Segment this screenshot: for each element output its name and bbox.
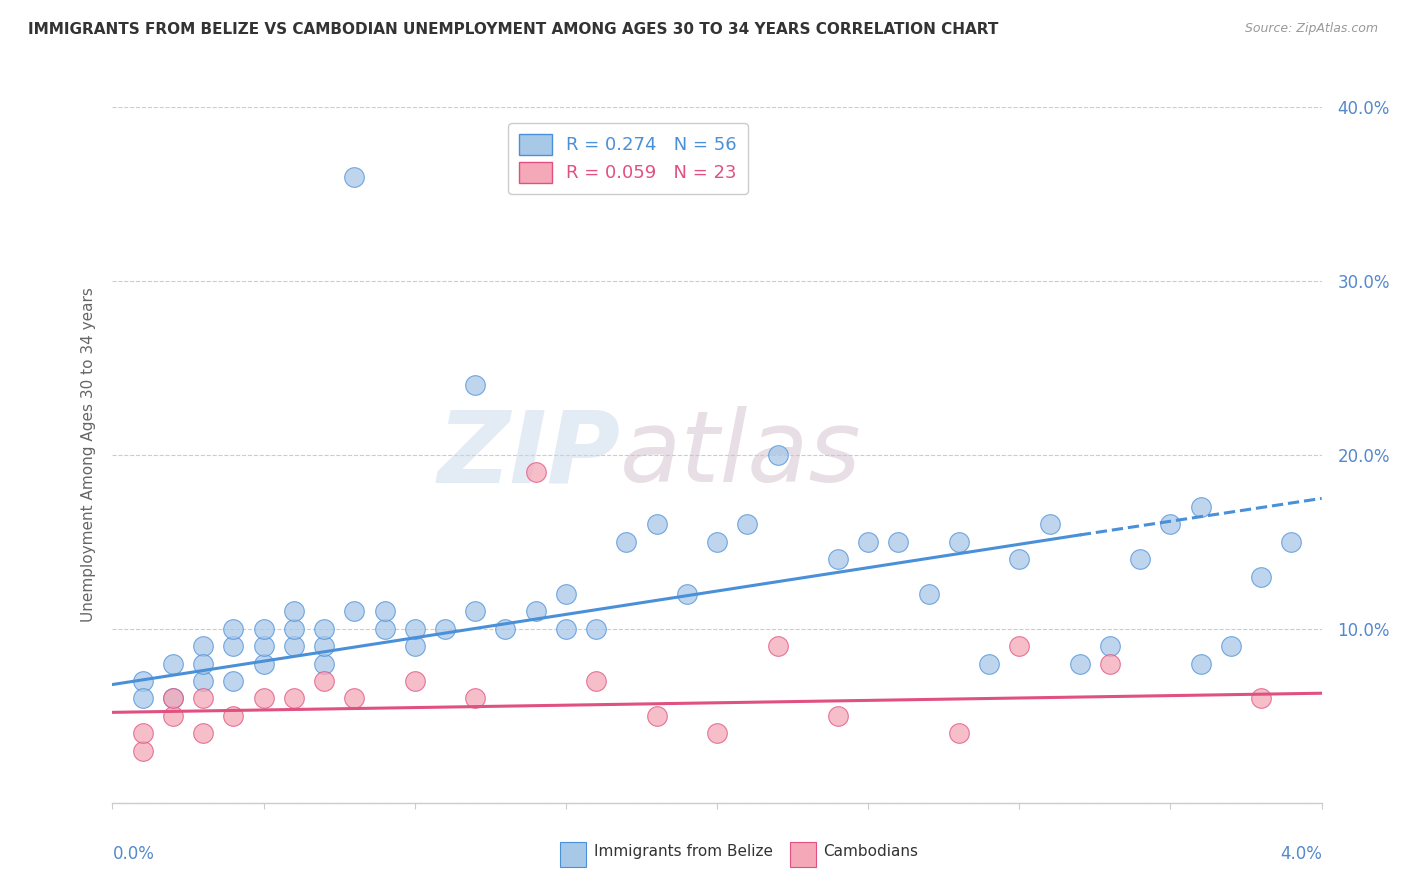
Text: 4.0%: 4.0% <box>1279 845 1322 863</box>
Point <box>1129 552 1152 566</box>
Point <box>585 674 607 689</box>
Legend: R = 0.274   N = 56, R = 0.059   N = 23: R = 0.274 N = 56, R = 0.059 N = 23 <box>509 123 748 194</box>
Point <box>645 708 668 723</box>
Point <box>737 517 759 532</box>
Point <box>1008 552 1031 566</box>
Point <box>222 708 245 723</box>
Point <box>191 657 215 671</box>
Bar <box>790 842 817 867</box>
Point <box>404 639 426 653</box>
Point <box>706 534 728 549</box>
Point <box>827 708 849 723</box>
Point <box>343 605 366 619</box>
Point <box>766 639 789 653</box>
Text: Source: ZipAtlas.com: Source: ZipAtlas.com <box>1244 22 1378 36</box>
Point <box>495 622 517 636</box>
Point <box>373 605 396 619</box>
Point <box>554 587 576 601</box>
Point <box>856 534 880 549</box>
Point <box>283 691 305 706</box>
Point <box>706 726 728 740</box>
Point <box>373 622 396 636</box>
Point <box>464 691 486 706</box>
Point <box>675 587 697 601</box>
Point <box>222 674 245 689</box>
Point <box>464 605 486 619</box>
Point <box>191 674 215 689</box>
Point <box>404 622 426 636</box>
Point <box>887 534 910 549</box>
Point <box>191 726 215 740</box>
Text: ZIP: ZIP <box>437 407 620 503</box>
Text: 0.0%: 0.0% <box>112 845 155 863</box>
Point <box>1098 639 1121 653</box>
Point <box>1250 570 1272 584</box>
Text: Immigrants from Belize: Immigrants from Belize <box>593 844 773 859</box>
Point <box>1038 517 1062 532</box>
Point <box>132 691 155 706</box>
Point <box>585 622 607 636</box>
Point <box>827 552 849 566</box>
Point <box>191 691 215 706</box>
Point <box>312 622 335 636</box>
Point <box>979 657 1001 671</box>
Point <box>1159 517 1181 532</box>
Point <box>222 622 245 636</box>
Point <box>253 639 276 653</box>
Point <box>283 622 305 636</box>
Text: Cambodians: Cambodians <box>824 844 918 859</box>
Point <box>132 726 155 740</box>
Point <box>464 378 486 392</box>
Point <box>312 674 335 689</box>
Point <box>766 448 789 462</box>
Point <box>253 657 276 671</box>
Point <box>524 605 547 619</box>
Point <box>645 517 668 532</box>
Point <box>404 674 426 689</box>
Point <box>616 534 638 549</box>
Point <box>1008 639 1031 653</box>
Point <box>222 639 245 653</box>
Point <box>1189 500 1212 514</box>
Point <box>312 657 335 671</box>
Point <box>917 587 939 601</box>
Point <box>191 639 215 653</box>
Point <box>132 744 155 758</box>
Y-axis label: Unemployment Among Ages 30 to 34 years: Unemployment Among Ages 30 to 34 years <box>80 287 96 623</box>
Point <box>948 534 970 549</box>
Text: atlas: atlas <box>620 407 862 503</box>
Point <box>948 726 970 740</box>
Point <box>343 169 366 184</box>
Text: IMMIGRANTS FROM BELIZE VS CAMBODIAN UNEMPLOYMENT AMONG AGES 30 TO 34 YEARS CORRE: IMMIGRANTS FROM BELIZE VS CAMBODIAN UNEM… <box>28 22 998 37</box>
Point <box>433 622 456 636</box>
Point <box>162 657 184 671</box>
Point <box>162 691 184 706</box>
Point <box>1250 691 1272 706</box>
Point <box>162 691 184 706</box>
Point <box>162 708 184 723</box>
Point <box>554 622 576 636</box>
Point <box>132 674 155 689</box>
Point <box>283 639 305 653</box>
Point <box>1279 534 1302 549</box>
Point <box>524 466 547 480</box>
Point <box>253 691 276 706</box>
Bar <box>560 842 586 867</box>
Point <box>1098 657 1121 671</box>
Point <box>312 639 335 653</box>
Point <box>343 691 366 706</box>
Point <box>253 622 276 636</box>
Point <box>283 605 305 619</box>
Point <box>1069 657 1091 671</box>
Point <box>1189 657 1212 671</box>
Point <box>1219 639 1241 653</box>
